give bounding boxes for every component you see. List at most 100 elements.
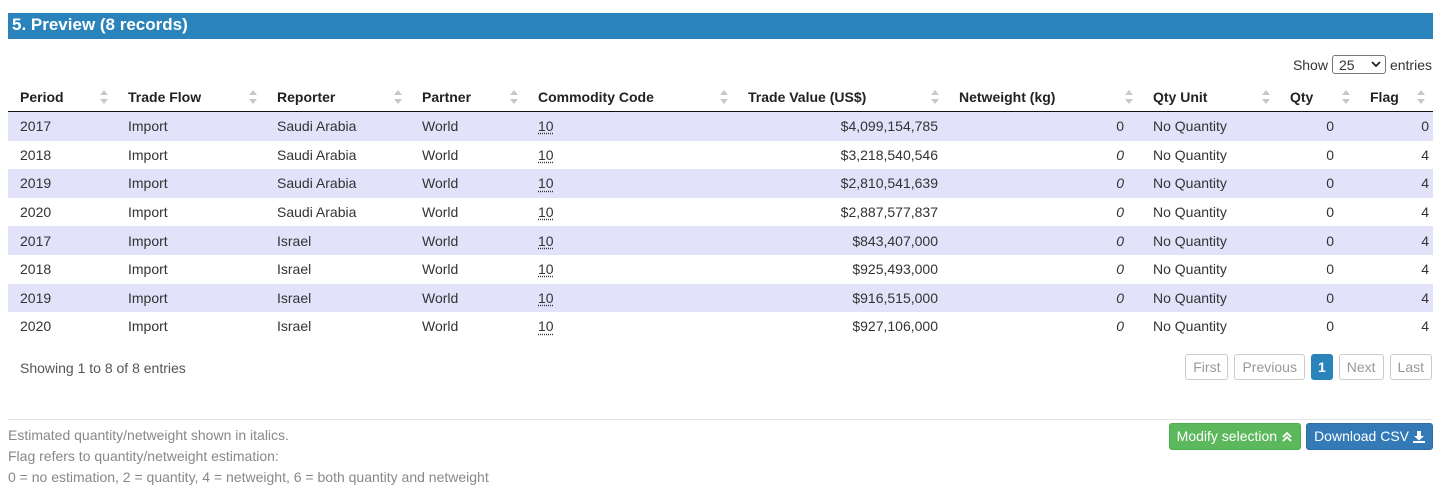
column-header-qty[interactable]: Qty <box>1278 82 1358 112</box>
cell-partner: World <box>410 169 526 198</box>
commodity-code-link[interactable]: 10 <box>538 146 554 163</box>
column-header-trade-value[interactable]: Trade Value (US$) <box>736 82 947 112</box>
cell-netweight: 0 <box>947 226 1141 255</box>
cell-flag: 4 <box>1358 226 1433 255</box>
panel-title: 5. Preview (8 records) <box>12 15 188 34</box>
page-1-button[interactable]: 1 <box>1310 354 1333 380</box>
cell-netweight: 0 <box>1116 318 1124 335</box>
table-row: 2017 Import Israel World 10 $843,407,000 0 No Q… <box>8 226 1433 255</box>
cell-partner: World <box>422 261 459 278</box>
commodity-code-link[interactable]: 10 <box>538 318 554 335</box>
column-header-trade-flow[interactable]: Trade Flow <box>116 82 265 112</box>
cell-netweight: 0 <box>1116 261 1124 278</box>
cell-qty-unit: No Quantity <box>1153 318 1227 335</box>
cell-trade-flow: Import <box>116 111 265 141</box>
column-header-label: Netweight (kg) <box>959 88 1056 105</box>
cell-flag: 4 <box>1421 318 1429 335</box>
cell-trade-value: $2,887,577,837 <box>840 204 938 221</box>
cell-period: 2019 <box>8 169 116 198</box>
cell-period: 2017 <box>8 226 116 255</box>
sort-icon <box>394 90 402 104</box>
cell-qty: 0 <box>1278 283 1358 313</box>
cell-partner: World <box>410 226 526 255</box>
column-header-label: Qty Unit <box>1153 88 1208 105</box>
cell-period: 2020 <box>20 318 52 335</box>
sort-icon <box>1417 90 1425 104</box>
cell-qty: 0 <box>1278 226 1358 255</box>
table-row: 2017 Import Saudi Arabia World 10 $4,099,154,… <box>8 111 1433 141</box>
table-row: 2018 Import Saudi Arabia World 10 $3,218,540,… <box>8 141 1433 170</box>
cell-flag: 4 <box>1358 169 1433 198</box>
cell-qty-unit: No Quantity <box>1141 111 1278 141</box>
entries-length-control: Show 25 entries <box>1293 55 1432 74</box>
double-chevron-up-icon <box>1282 431 1292 442</box>
chevron-down-icon <box>1371 61 1381 68</box>
cell-partner: World <box>422 318 459 335</box>
table-body: 2017 Import Saudi Arabia World 10 $4,099,154,… <box>8 111 1433 341</box>
cell-netweight: 0 <box>947 169 1141 198</box>
cell-reporter: Israel <box>265 226 410 255</box>
cell-reporter: Saudi Arabia <box>265 169 410 198</box>
download-csv-button[interactable]: Download CSV <box>1306 423 1433 450</box>
sort-icon <box>931 90 939 104</box>
table-row: 2020 Import Israel World 10 $927,106,000 0 No Q… <box>8 312 1433 341</box>
entries-select[interactable]: 25 <box>1331 55 1386 74</box>
cell-trade-flow: Import <box>116 226 265 255</box>
cell-reporter: Saudi Arabia <box>277 204 357 221</box>
pagination: First Previous 1 Next Last <box>1185 354 1432 380</box>
column-header-reporter[interactable]: Reporter <box>265 82 410 112</box>
column-header-period[interactable]: Period <box>8 82 116 112</box>
column-header-partner[interactable]: Partner <box>410 82 526 112</box>
cell-partner: World <box>422 204 459 221</box>
cell-qty: 0 <box>1326 146 1334 163</box>
entries-label: entries <box>1389 56 1432 73</box>
cell-trade-flow: Import <box>128 204 168 221</box>
cell-trade-value: $927,106,000 <box>852 318 938 335</box>
cell-flag: 4 <box>1421 261 1429 278</box>
column-header-qty-unit[interactable]: Qty Unit <box>1141 82 1278 112</box>
action-buttons: Modify selection Download CSV <box>1168 423 1433 450</box>
column-header-label: Partner <box>422 88 472 105</box>
commodity-code-link[interactable]: 10 <box>538 232 554 249</box>
cell-trade-flow: Import <box>128 261 168 278</box>
cell-trade-flow: Import <box>128 318 168 335</box>
note-flag: Flag refers to quantity/netweight estima… <box>8 448 279 464</box>
cell-trade-flow: Import <box>128 146 168 163</box>
cell-period: 2020 <box>20 204 52 221</box>
commodity-code-link[interactable]: 10 <box>538 175 554 192</box>
cell-qty: 0 <box>1278 169 1358 198</box>
table-info: Showing 1 to 8 of 8 entries <box>20 360 186 376</box>
modify-selection-button[interactable]: Modify selection <box>1168 423 1302 450</box>
first-page-button[interactable]: First <box>1185 354 1229 380</box>
commodity-code-link[interactable]: 10 <box>538 204 554 221</box>
panel-header: 5. Preview (8 records) <box>8 13 1433 39</box>
commodity-code-link[interactable]: 10 <box>538 118 554 135</box>
cell-qty-unit: No Quantity <box>1153 146 1227 163</box>
column-header-label: Commodity Code <box>538 88 654 105</box>
cell-partner: World <box>422 146 459 163</box>
cell-flag: 0 <box>1358 111 1433 141</box>
next-page-button[interactable]: Next <box>1338 354 1384 380</box>
cell-netweight: 0 <box>947 283 1141 313</box>
column-header-flag[interactable]: Flag <box>1358 82 1433 112</box>
sort-icon <box>1262 90 1270 104</box>
cell-commodity-code: 10 <box>526 226 736 255</box>
cell-commodity-code: 10 <box>526 255 736 284</box>
commodity-code-link[interactable]: 10 <box>538 261 554 278</box>
cell-reporter: Israel <box>277 261 312 278</box>
last-page-button[interactable]: Last <box>1389 354 1432 380</box>
cell-reporter: Saudi Arabia <box>277 146 357 163</box>
column-header-commodity-code[interactable]: Commodity Code <box>526 82 736 112</box>
cell-reporter: Israel <box>265 283 410 313</box>
commodity-code-link[interactable]: 10 <box>538 289 554 306</box>
cell-period: 2019 <box>8 283 116 313</box>
cell-commodity-code: 10 <box>526 111 736 141</box>
note-estimated: Estimated quantity/netweight shown in it… <box>8 427 289 443</box>
cell-trade-value: $4,099,154,785 <box>736 111 947 141</box>
cell-netweight: 0 <box>1116 204 1124 221</box>
download-icon <box>1413 430 1425 443</box>
column-header-label: Period <box>20 88 64 105</box>
cell-netweight: 0 <box>947 111 1141 141</box>
column-header-netweight[interactable]: Netweight (kg) <box>947 82 1141 112</box>
previous-page-button[interactable]: Previous <box>1234 354 1305 380</box>
